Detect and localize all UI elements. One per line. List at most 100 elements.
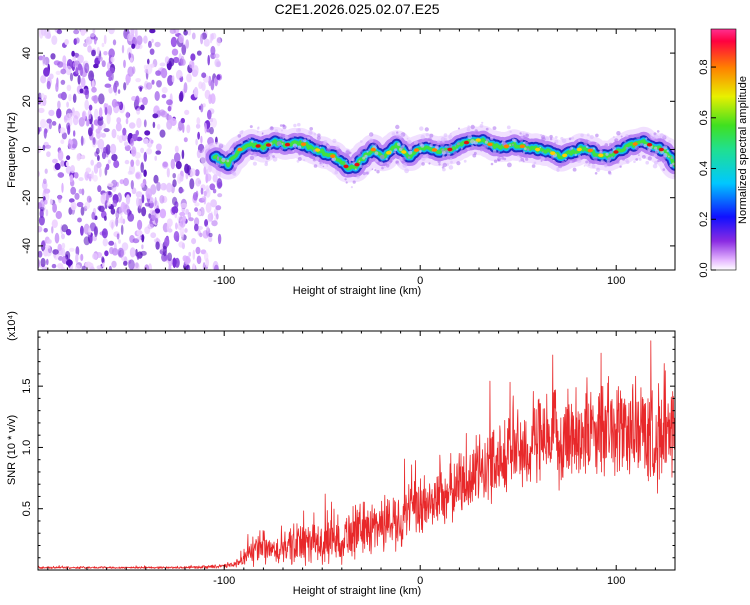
- ridge-fuzz: [571, 136, 575, 140]
- ridge-fuzz: [218, 143, 224, 149]
- ridge-fuzz: [622, 157, 625, 161]
- ridge-fuzz: [344, 162, 348, 165]
- noise-speckle: [66, 155, 71, 161]
- noise-speckle: [52, 158, 58, 164]
- ridge-fuzz: [313, 132, 317, 136]
- ridge-fuzz: [233, 163, 238, 168]
- noise-speckle: [212, 174, 218, 183]
- ridge-fuzz: [669, 164, 673, 167]
- noise-speckle: [122, 218, 126, 225]
- ridge-fuzz: [653, 132, 657, 136]
- noise-speckle: [90, 33, 95, 38]
- noise-speckle: [44, 144, 52, 149]
- noise-speckle: [80, 225, 84, 236]
- ridge-fuzz: [374, 151, 379, 156]
- noise-speckle: [154, 208, 161, 214]
- ridge-fuzz: [338, 164, 341, 166]
- noise-speckle: [77, 74, 81, 85]
- noise-speckle: [115, 210, 120, 219]
- noise-speckle: [175, 161, 182, 170]
- noise-speckle: [141, 244, 144, 250]
- ridge-fuzz: [519, 132, 522, 135]
- ridge-fuzz: [568, 148, 572, 151]
- ridge-hotspot: [647, 142, 653, 147]
- noise-speckle: [64, 39, 69, 45]
- ridge-fuzz: [481, 144, 486, 149]
- ridge-fuzz: [425, 133, 429, 137]
- noise-speckle: [110, 56, 115, 63]
- noise-speckle: [174, 212, 178, 219]
- ridge-fuzz: [497, 151, 500, 154]
- noise-speckle: [186, 264, 191, 270]
- noise-speckle: [40, 257, 46, 268]
- noise-speckle: [123, 177, 129, 187]
- noise-speckle: [155, 70, 162, 76]
- colorbar-ticks: 0.0 0.2 0.4 0.6 0.8: [698, 59, 716, 278]
- noise-speckle: [66, 259, 73, 266]
- noise-speckle: [99, 167, 102, 178]
- ridge-fuzz: [230, 147, 235, 152]
- ridge-fuzz: [220, 143, 223, 146]
- noise-speckle: [80, 253, 84, 261]
- ridge-fuzz: [611, 156, 614, 159]
- noise-speckle: [211, 32, 217, 40]
- ridge-fuzz: [404, 168, 409, 174]
- noise-speckle: [149, 197, 154, 204]
- ridge-fuzz: [250, 151, 253, 154]
- ridge-fuzz: [471, 144, 474, 148]
- noise-speckle: [154, 91, 160, 101]
- noise-speckle: [146, 82, 153, 90]
- noise-speckle: [66, 84, 72, 92]
- noise-speckle: [143, 138, 149, 145]
- noise-speckle: [179, 211, 186, 217]
- noise-speckle: [42, 55, 46, 66]
- noise-speckle: [96, 46, 100, 55]
- ridge-fuzz: [366, 150, 369, 153]
- ridge-fuzz: [443, 137, 447, 141]
- noise-speckle: [120, 215, 123, 224]
- ridge-hotspot: [613, 150, 619, 154]
- ridge-fuzz: [297, 145, 302, 150]
- noise-speckle: [115, 122, 122, 132]
- ridge-fuzz: [542, 151, 544, 153]
- noise-speckle: [210, 45, 216, 56]
- noise-speckle: [157, 123, 161, 130]
- noise-speckle: [117, 247, 125, 258]
- ridge-fuzz: [467, 125, 471, 128]
- noise-speckle: [190, 53, 196, 61]
- ridge-fuzz: [297, 128, 301, 132]
- noise-speckle: [160, 182, 167, 191]
- ridge-fuzz: [429, 133, 434, 138]
- noise-speckle: [43, 67, 50, 77]
- noise-speckle: [80, 77, 86, 88]
- noise-speckle: [196, 255, 202, 265]
- colorbar-tick-label: 0.4: [698, 161, 710, 176]
- noise-speckle: [192, 249, 196, 260]
- noise-speckle: [82, 111, 85, 119]
- noise-speckle: [207, 109, 212, 120]
- noise-speckle: [45, 209, 49, 217]
- noise-speckle: [65, 250, 71, 260]
- noise-speckle: [75, 67, 79, 75]
- noise-speckle: [193, 65, 199, 76]
- ridge-fuzz: [654, 146, 658, 150]
- ridge-fuzz: [564, 158, 567, 161]
- noise-speckle: [75, 253, 79, 264]
- noise-speckle: [196, 149, 201, 159]
- ridge-fuzz: [549, 137, 553, 141]
- noise-speckle: [123, 82, 127, 91]
- noise-speckle: [123, 59, 126, 69]
- noise-speckle: [155, 143, 162, 151]
- noise-speckle: [123, 260, 128, 266]
- ridge-fuzz: [654, 149, 659, 154]
- ridge-fuzz: [367, 162, 369, 165]
- ridge-fuzz: [427, 154, 430, 157]
- noise-speckle: [170, 158, 175, 170]
- noise-speckle: [170, 36, 177, 48]
- noise-speckle: [127, 170, 133, 175]
- ridge-fuzz: [232, 172, 237, 176]
- ridge-fuzz: [365, 171, 369, 175]
- ridge-fuzz: [241, 130, 244, 133]
- ridge-fuzz: [357, 152, 362, 157]
- ridge-fuzz: [401, 156, 406, 161]
